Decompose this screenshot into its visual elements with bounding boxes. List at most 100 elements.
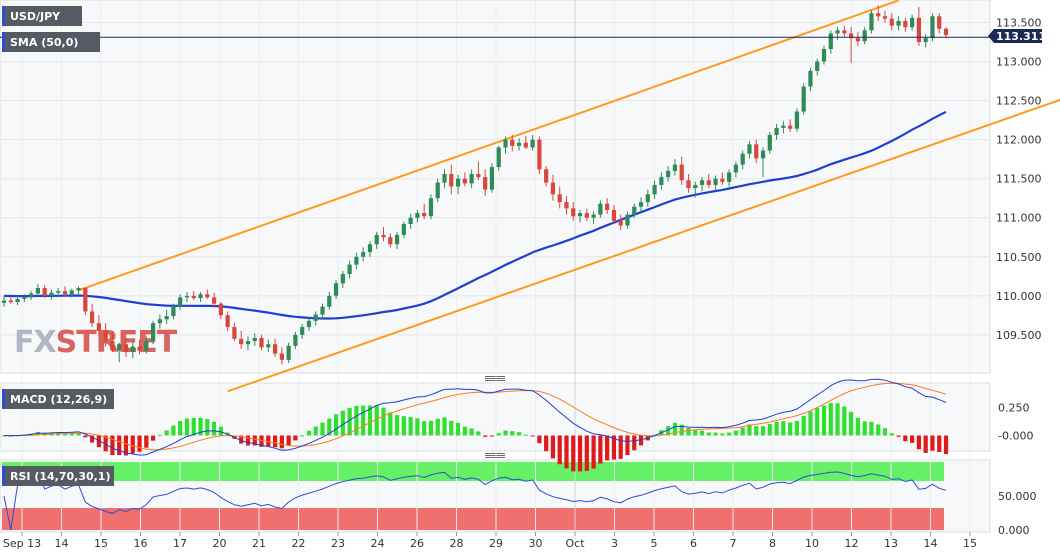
macd-histogram-bar <box>35 431 40 436</box>
macd-histogram-bar <box>347 407 352 436</box>
macd-histogram-bar <box>754 426 759 436</box>
macd-histogram-bar <box>435 418 440 436</box>
channel-support-line <box>227 98 1060 393</box>
candle <box>56 288 61 297</box>
candle <box>781 120 786 134</box>
macd-histogram-bar <box>564 435 569 469</box>
macd-histogram-bar <box>632 435 637 451</box>
candle <box>896 16 901 31</box>
y-tick-label: 112.500 <box>996 95 1042 108</box>
candle <box>428 194 434 220</box>
candle <box>523 135 528 150</box>
rsi-overbought-zone <box>2 462 944 481</box>
sma-line <box>3 110 947 320</box>
macd-histogram-bar <box>733 430 739 436</box>
macd-resize-handle[interactable] <box>470 374 520 382</box>
x-tick-label: 13 <box>884 537 898 550</box>
rsi-resize-handle[interactable] <box>470 451 520 459</box>
macd-histogram-bar <box>550 435 556 459</box>
macd-histogram-bar <box>876 424 881 436</box>
candle <box>8 297 13 304</box>
macd-histogram-bar <box>672 422 678 436</box>
candle <box>164 309 169 324</box>
macd-histogram-bar <box>774 421 779 436</box>
candle <box>279 347 284 365</box>
candle <box>35 284 40 296</box>
macd-histogram-bar <box>178 421 183 436</box>
macd-histogram-bar <box>198 417 203 436</box>
candle <box>544 166 549 187</box>
symbol-label[interactable]: USD/JPY <box>2 6 82 26</box>
macd-histogram-bar <box>117 435 122 456</box>
macd-histogram-bar <box>727 432 732 436</box>
x-tick-label: 8 <box>769 537 776 550</box>
macd-histogram-bar <box>333 414 339 436</box>
x-tick-label: 28 <box>450 537 464 550</box>
macd-histogram-bar <box>252 435 257 446</box>
candle <box>571 202 576 221</box>
macd-histogram-bar <box>354 405 359 436</box>
candle <box>923 34 928 48</box>
candle <box>801 83 806 115</box>
candle <box>76 286 81 295</box>
candle <box>788 119 793 132</box>
channel-resistance-line <box>78 0 899 292</box>
y-tick-label: 110.000 <box>996 290 1042 303</box>
candle <box>516 138 522 151</box>
candle <box>110 330 115 353</box>
sma-indicator-text: SMA (50,0) <box>10 36 78 49</box>
candle <box>42 284 47 299</box>
macd-histogram-bar <box>62 433 68 436</box>
candle <box>625 211 630 229</box>
candle <box>618 214 623 231</box>
macd-histogram-bar <box>293 435 298 441</box>
x-tick-label: 16 <box>134 537 148 550</box>
macd-histogram-bar <box>747 424 752 436</box>
candle <box>760 147 766 178</box>
macd-histogram-bar <box>666 426 671 436</box>
candle <box>849 27 854 64</box>
sma-indicator-label[interactable]: SMA (50,0) <box>2 32 100 52</box>
candle <box>245 336 251 351</box>
candle <box>876 5 881 21</box>
y-tick-label: 109.500 <box>996 329 1042 342</box>
candle <box>300 323 305 339</box>
candle <box>191 291 196 300</box>
macd-histogram-bar <box>706 432 711 436</box>
candle <box>333 280 339 299</box>
macd-histogram-bar <box>835 403 840 436</box>
candle <box>815 58 820 76</box>
candle <box>157 314 162 329</box>
candle <box>239 330 244 349</box>
candle <box>469 169 474 189</box>
macd-histogram-bar <box>781 421 786 436</box>
candle <box>266 339 271 353</box>
candle <box>205 289 210 299</box>
candle <box>489 163 495 193</box>
macd-histogram-bar <box>164 430 169 436</box>
x-tick-label: 29 <box>489 537 503 550</box>
candle <box>808 67 813 92</box>
macd-indicator-label[interactable]: MACD (12,26,9) <box>2 389 114 409</box>
x-tick-label: 14 <box>55 537 69 550</box>
macd-histogram-bar <box>211 421 217 436</box>
x-axis: Sep 13 14 15 16 17 20 21 22 23 24 26 28 29 30 Oct 3 5 6 7 8… <box>3 532 977 550</box>
candle <box>49 289 54 300</box>
rsi-line <box>3 468 947 531</box>
candle <box>591 211 596 224</box>
macd-histogram-bar <box>367 405 373 436</box>
candle <box>22 294 27 303</box>
candle <box>916 6 921 46</box>
candle <box>910 14 915 31</box>
rsi-y-tick-label: 0.000 <box>998 524 1030 537</box>
macd-histogram-bar <box>422 421 427 436</box>
candle <box>747 141 752 159</box>
macd-histogram-bar <box>896 435 901 437</box>
rsi-chart <box>3 468 947 531</box>
macd-histogram-bar <box>598 435 603 464</box>
candle <box>232 323 237 342</box>
rsi-indicator-label[interactable]: RSI (14,70,30,1) <box>2 466 114 486</box>
candle <box>442 169 447 189</box>
candle <box>462 172 467 187</box>
